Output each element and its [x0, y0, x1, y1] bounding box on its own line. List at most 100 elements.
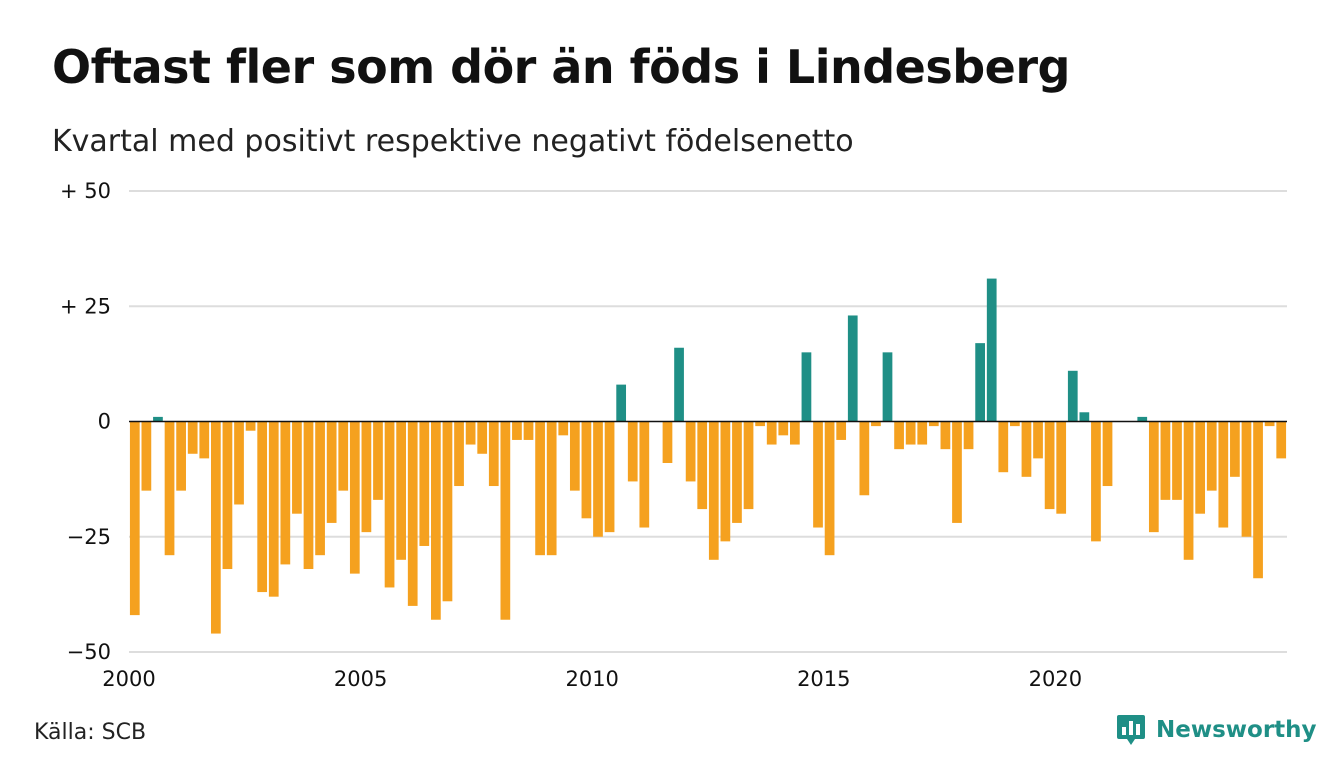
bar — [743, 421, 754, 510]
bar — [153, 416, 163, 422]
bar — [303, 421, 314, 570]
bar — [349, 421, 360, 574]
bar — [824, 421, 835, 556]
bar — [187, 421, 198, 454]
y-tick-label: 0 — [98, 410, 111, 434]
bar — [766, 421, 777, 445]
bar — [616, 384, 627, 422]
bar — [639, 421, 650, 528]
bar — [1183, 421, 1194, 560]
bar — [963, 421, 974, 450]
bar — [732, 421, 742, 523]
bar — [245, 421, 256, 431]
bar — [326, 421, 337, 523]
x-tick-label: 2010 — [565, 667, 618, 691]
bar — [836, 421, 847, 440]
y-axis-labels: + 50 + 25 0 −25 −50 — [60, 179, 111, 664]
bar — [708, 421, 719, 560]
bar — [442, 421, 453, 602]
bar — [1137, 416, 1148, 422]
bar — [1010, 421, 1020, 427]
bar — [431, 421, 441, 620]
bar — [1033, 421, 1043, 459]
bar — [396, 421, 406, 560]
bar — [928, 421, 939, 427]
y-tick-label: −25 — [67, 525, 111, 549]
bars — [129, 278, 1287, 634]
x-axis-labels: 2000 2005 2010 2015 2020 — [102, 667, 1082, 691]
bar — [535, 421, 545, 556]
bar — [940, 421, 951, 450]
bar — [129, 421, 140, 616]
bar — [234, 421, 244, 505]
bar — [581, 421, 592, 519]
x-tick-label: 2005 — [334, 667, 387, 691]
bar — [975, 343, 985, 422]
bar — [268, 421, 279, 597]
chart-title: Oftast fler som dör än föds i Lindesberg — [52, 40, 1070, 94]
bar — [1160, 421, 1171, 500]
bar — [894, 421, 904, 450]
bar — [1195, 421, 1206, 514]
bar — [315, 421, 325, 556]
bar — [1253, 421, 1263, 579]
bar — [558, 421, 569, 436]
bar — [384, 421, 395, 588]
bar — [778, 421, 789, 436]
bar — [1230, 421, 1240, 477]
bar — [523, 421, 534, 440]
bar — [222, 421, 233, 570]
bar — [454, 421, 464, 487]
bar — [361, 421, 372, 533]
bar — [477, 421, 488, 454]
bar — [593, 421, 603, 537]
bar — [1172, 421, 1182, 500]
bar — [789, 421, 800, 445]
bar — [546, 421, 557, 556]
bar — [813, 421, 823, 528]
bar — [500, 421, 511, 620]
x-tick-label: 2000 — [102, 667, 155, 691]
bar — [512, 421, 522, 440]
bar — [952, 421, 962, 523]
bar — [1264, 421, 1275, 427]
bar — [1148, 421, 1159, 533]
bar-chart: + 50 + 25 0 −25 −50 2000 2005 2010 2015 2020 — [60, 179, 1287, 691]
bar — [998, 421, 1009, 473]
y-tick-label: −50 — [67, 640, 111, 664]
bar — [674, 347, 684, 422]
bar — [1021, 421, 1032, 477]
bar — [419, 421, 430, 546]
bar — [1241, 421, 1252, 537]
y-tick-label: + 50 — [60, 179, 111, 203]
bar — [627, 421, 638, 482]
bar — [1206, 421, 1217, 491]
bar — [1218, 421, 1229, 528]
x-tick-label: 2020 — [1029, 667, 1082, 691]
bar — [917, 421, 928, 445]
bar — [1091, 421, 1101, 542]
bar — [685, 421, 696, 482]
chart-subtitle: Kvartal med positivt respektive negativt… — [52, 124, 854, 159]
brand-logo: Newsworthy — [1116, 714, 1317, 746]
bar — [662, 421, 673, 463]
bar — [1102, 421, 1113, 487]
bar — [280, 421, 291, 565]
bar — [176, 421, 186, 491]
bar — [292, 421, 302, 514]
brand-name: Newsworthy — [1156, 717, 1317, 743]
bar — [720, 421, 731, 542]
source-note: Källa: SCB — [34, 720, 147, 745]
bar-chart-speech-bubble-icon — [1117, 715, 1145, 745]
bar — [1079, 412, 1090, 422]
bar — [257, 421, 268, 593]
bar — [871, 421, 881, 427]
bar — [338, 421, 349, 491]
bar — [465, 421, 476, 445]
bar — [373, 421, 383, 500]
bar — [488, 421, 499, 487]
bar — [986, 278, 997, 422]
bar — [1044, 421, 1055, 510]
x-tick-label: 2015 — [797, 667, 850, 691]
bar — [1056, 421, 1067, 514]
